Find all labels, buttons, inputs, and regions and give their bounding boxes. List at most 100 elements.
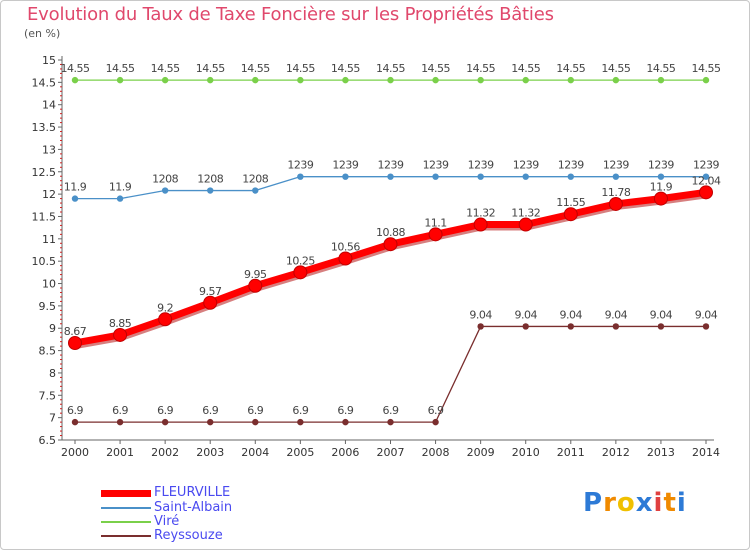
y-minor-tick (60, 390, 62, 392)
x-tick-label: 2005 (286, 446, 314, 459)
legend-label: FLEURVILLE (154, 485, 231, 500)
data-label: 9.2 (157, 301, 173, 314)
data-label: 1239 (468, 159, 494, 172)
data-point (428, 227, 443, 242)
data-point (113, 327, 128, 342)
data-point (342, 173, 349, 180)
data-point (248, 278, 263, 293)
y-minor-tick (60, 287, 62, 289)
y-minor-tick (60, 233, 62, 235)
y-minor-tick (60, 211, 62, 213)
data-label: 11.32 (466, 207, 495, 220)
legend-label: Saint-Albain (154, 500, 233, 515)
y-minor-tick (60, 166, 62, 168)
data-label: 9.04 (605, 308, 628, 321)
y-minor-tick (60, 314, 62, 316)
y-minor-tick (60, 408, 62, 410)
y-tick-label: 14 (42, 99, 56, 112)
y-tick-label: 12.5 (32, 166, 57, 179)
data-label: 1208 (152, 173, 178, 186)
y-minor-tick (60, 184, 62, 186)
y-tick-label: 7 (49, 412, 56, 425)
y-minor-tick (60, 300, 62, 302)
y-minor-tick (60, 144, 62, 146)
data-point (657, 323, 665, 330)
data-label: 6.9 (112, 404, 128, 417)
data-label: 11.32 (511, 207, 540, 220)
data-point (161, 76, 169, 84)
y-minor-tick (60, 220, 62, 222)
x-tick-label: 2014 (692, 446, 720, 459)
x-tick-label: 2008 (422, 446, 450, 459)
x-tick-label: 2011 (557, 446, 585, 459)
y-minor-tick (60, 247, 62, 249)
y-minor-tick (60, 86, 62, 88)
y-minor-tick (60, 113, 62, 115)
data-point (383, 237, 398, 252)
y-minor-tick (60, 265, 62, 267)
x-tick-label: 2013 (647, 446, 675, 459)
data-point (563, 207, 578, 222)
data-point (567, 76, 574, 84)
y-minor-tick (60, 399, 62, 401)
data-point (207, 418, 214, 426)
data-point (522, 323, 529, 330)
data-label: 14.55 (511, 62, 540, 75)
y-tick-label: 12 (42, 188, 56, 201)
y-minor-tick (60, 359, 62, 361)
data-label: 14.55 (331, 62, 360, 75)
data-point (252, 76, 259, 84)
data-label: 1208 (242, 173, 268, 186)
data-point (432, 418, 439, 426)
y-minor-tick (60, 99, 62, 101)
y-minor-tick (60, 341, 62, 343)
y-minor-tick (60, 323, 62, 325)
data-point (116, 418, 124, 426)
data-point (522, 76, 529, 84)
data-label: 14.55 (692, 62, 721, 75)
x-tick-label: 2003 (196, 446, 224, 459)
data-label: 1239 (332, 159, 358, 172)
y-minor-tick (60, 376, 62, 378)
data-label: 1239 (378, 159, 404, 172)
data-point (71, 418, 79, 426)
y-minor-tick (60, 318, 62, 320)
y-minor-tick (60, 278, 62, 280)
y-minor-tick (60, 256, 62, 258)
data-label: 1239 (603, 159, 629, 172)
y-minor-tick (60, 189, 62, 191)
data-label: 9.04 (514, 308, 537, 321)
data-label: 9.04 (560, 308, 583, 321)
data-label: 8.67 (64, 325, 87, 338)
y-tick-label: 9.5 (39, 300, 57, 313)
y-minor-tick (60, 291, 62, 293)
data-point (68, 335, 82, 350)
y-minor-tick (60, 367, 62, 369)
y-minor-tick (60, 403, 62, 405)
y-minor-tick (60, 426, 62, 428)
data-point (116, 195, 124, 202)
data-point (342, 76, 349, 84)
y-tick-label: 13.5 (32, 121, 57, 134)
x-tick-label: 2009 (467, 446, 495, 459)
y-minor-tick (60, 381, 62, 383)
data-label: 1239 (287, 159, 313, 172)
legend-label: Reyssouze (154, 528, 223, 543)
y-minor-tick (60, 162, 62, 164)
data-label: 6.9 (337, 404, 353, 417)
y-minor-tick (60, 363, 62, 365)
y-minor-tick (60, 108, 62, 110)
data-point (342, 418, 349, 426)
y-minor-tick (60, 224, 62, 226)
x-tick-label: 2007 (377, 446, 405, 459)
data-point (293, 265, 308, 280)
y-tick-label: 6.5 (39, 434, 57, 447)
data-label: 9.57 (199, 285, 222, 298)
logo-letter: P (583, 488, 604, 518)
data-label: 14.55 (556, 62, 585, 75)
y-minor-tick (60, 269, 62, 271)
data-label: 11.9 (650, 181, 673, 194)
data-point (702, 76, 710, 84)
data-label: 8.85 (109, 317, 132, 330)
data-point (567, 323, 574, 330)
